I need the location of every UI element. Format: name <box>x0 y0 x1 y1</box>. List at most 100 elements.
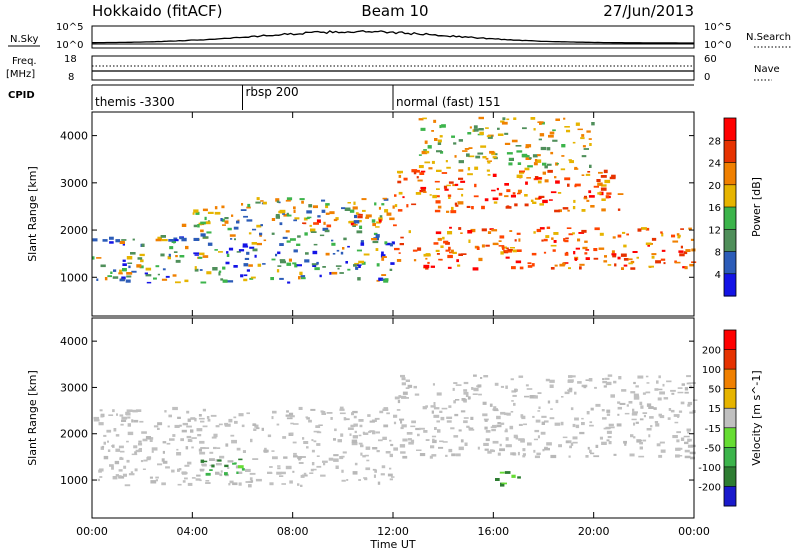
colorbar-segment <box>724 427 736 448</box>
heatmap-cell <box>238 458 243 461</box>
heatmap-cell <box>119 269 122 273</box>
heatmap-cell <box>476 246 480 250</box>
heatmap-cell <box>423 264 430 269</box>
heatmap-cell <box>169 246 174 250</box>
heatmap-cell <box>345 418 350 421</box>
heatmap-cell <box>500 422 505 425</box>
heatmap-cell <box>549 417 555 420</box>
heatmap-cell <box>97 478 100 482</box>
heatmap-cell <box>401 377 406 381</box>
heatmap-cell <box>312 250 318 255</box>
heatmap-cell <box>316 455 320 457</box>
heatmap-cell <box>551 237 554 240</box>
heatmap-cell <box>118 469 123 472</box>
heatmap-cell <box>653 407 657 410</box>
heatmap-cell <box>470 228 476 233</box>
heatmap-cell <box>569 445 572 449</box>
heatmap-cell <box>241 203 244 206</box>
heatmap-cell <box>139 253 145 257</box>
heatmap-cell <box>560 421 564 426</box>
heatmap-cell <box>272 456 278 460</box>
heatmap-cell <box>385 242 391 246</box>
heatmap-cell <box>554 422 561 426</box>
heatmap-cell <box>271 416 274 420</box>
colorbar-label: Velocity [m s^-1] <box>750 370 763 465</box>
heatmap-cell <box>617 234 622 238</box>
colorbar-tick-label: 20 <box>708 181 721 192</box>
heatmap-cell <box>168 253 171 257</box>
heatmap-cell <box>639 446 643 450</box>
heatmap-cell <box>432 194 437 199</box>
heatmap-cell <box>146 456 151 461</box>
heatmap-cell <box>382 408 389 411</box>
heatmap-cell <box>136 264 142 268</box>
heatmap-cell <box>616 423 622 427</box>
heatmap-cell <box>678 410 683 413</box>
heatmap-cell <box>482 156 487 159</box>
heatmap-cell <box>297 483 300 486</box>
heatmap-cell <box>379 215 383 219</box>
heatmap-cell <box>333 458 339 462</box>
heatmap-cell <box>236 471 239 474</box>
heatmap-cell <box>256 197 260 201</box>
heatmap-cell <box>358 442 363 445</box>
heatmap-cell <box>425 266 429 270</box>
heatmap-cell <box>276 471 282 475</box>
heatmap-cell <box>286 197 293 201</box>
nsearch-tick-bottom: 10^0 <box>704 40 731 51</box>
heatmap-cell <box>631 412 638 416</box>
heatmap-cell <box>593 455 600 458</box>
heatmap-cell <box>354 430 357 434</box>
heatmap-cell <box>575 122 580 126</box>
cpid-label: CPID <box>8 90 35 101</box>
heatmap-cell <box>598 171 603 174</box>
heatmap-cell <box>366 459 370 462</box>
heatmap-cell <box>433 414 440 418</box>
heatmap-cell <box>326 224 332 228</box>
heatmap-cell <box>382 436 387 440</box>
heatmap-cell <box>281 471 286 475</box>
heatmap-cell <box>319 274 322 278</box>
heatmap-cell <box>617 413 620 416</box>
heatmap-cell <box>229 480 234 484</box>
heatmap-cell <box>526 155 530 158</box>
heatmap-cell <box>642 439 647 442</box>
heatmap-cell <box>244 257 250 260</box>
heatmap-cell <box>242 243 248 247</box>
heatmap-cell <box>407 384 413 388</box>
heatmap-cell <box>600 187 607 191</box>
heatmap-cell <box>579 266 582 270</box>
heatmap-cell <box>690 456 695 460</box>
heatmap-cell <box>563 117 566 120</box>
heatmap-cell <box>207 242 213 246</box>
heatmap-cell <box>673 414 680 417</box>
heatmap-cell <box>93 416 100 420</box>
heatmap-cell <box>555 180 560 184</box>
heatmap-cell <box>458 139 463 142</box>
heatmap-cell <box>145 436 151 440</box>
heatmap-cell <box>684 391 689 394</box>
heatmap-cell <box>358 419 364 422</box>
colorbar-tick-label: 200 <box>702 346 721 357</box>
heatmap-cell <box>522 127 527 130</box>
heatmap-cell <box>572 436 578 440</box>
heatmap-cell <box>541 415 547 418</box>
heatmap-cell <box>319 234 325 237</box>
heatmap-cell <box>619 402 626 405</box>
heatmap-cell <box>442 236 445 240</box>
heatmap-cell <box>537 410 541 412</box>
heatmap-cell <box>524 194 528 197</box>
heatmap-cell <box>118 445 124 449</box>
heatmap-cell <box>331 242 336 246</box>
heatmap-cell <box>430 405 436 408</box>
heatmap-cell <box>358 220 362 223</box>
heatmap-cell <box>564 252 569 256</box>
heatmap-cell <box>389 467 392 470</box>
heatmap-cell <box>513 402 516 406</box>
heatmap-cell <box>203 460 208 463</box>
heatmap-cell <box>450 249 454 253</box>
heatmap-cell <box>202 408 206 412</box>
heatmap-cell <box>580 137 585 140</box>
x-axis-label: Time UT <box>369 538 415 551</box>
heatmap-cell <box>624 442 627 446</box>
